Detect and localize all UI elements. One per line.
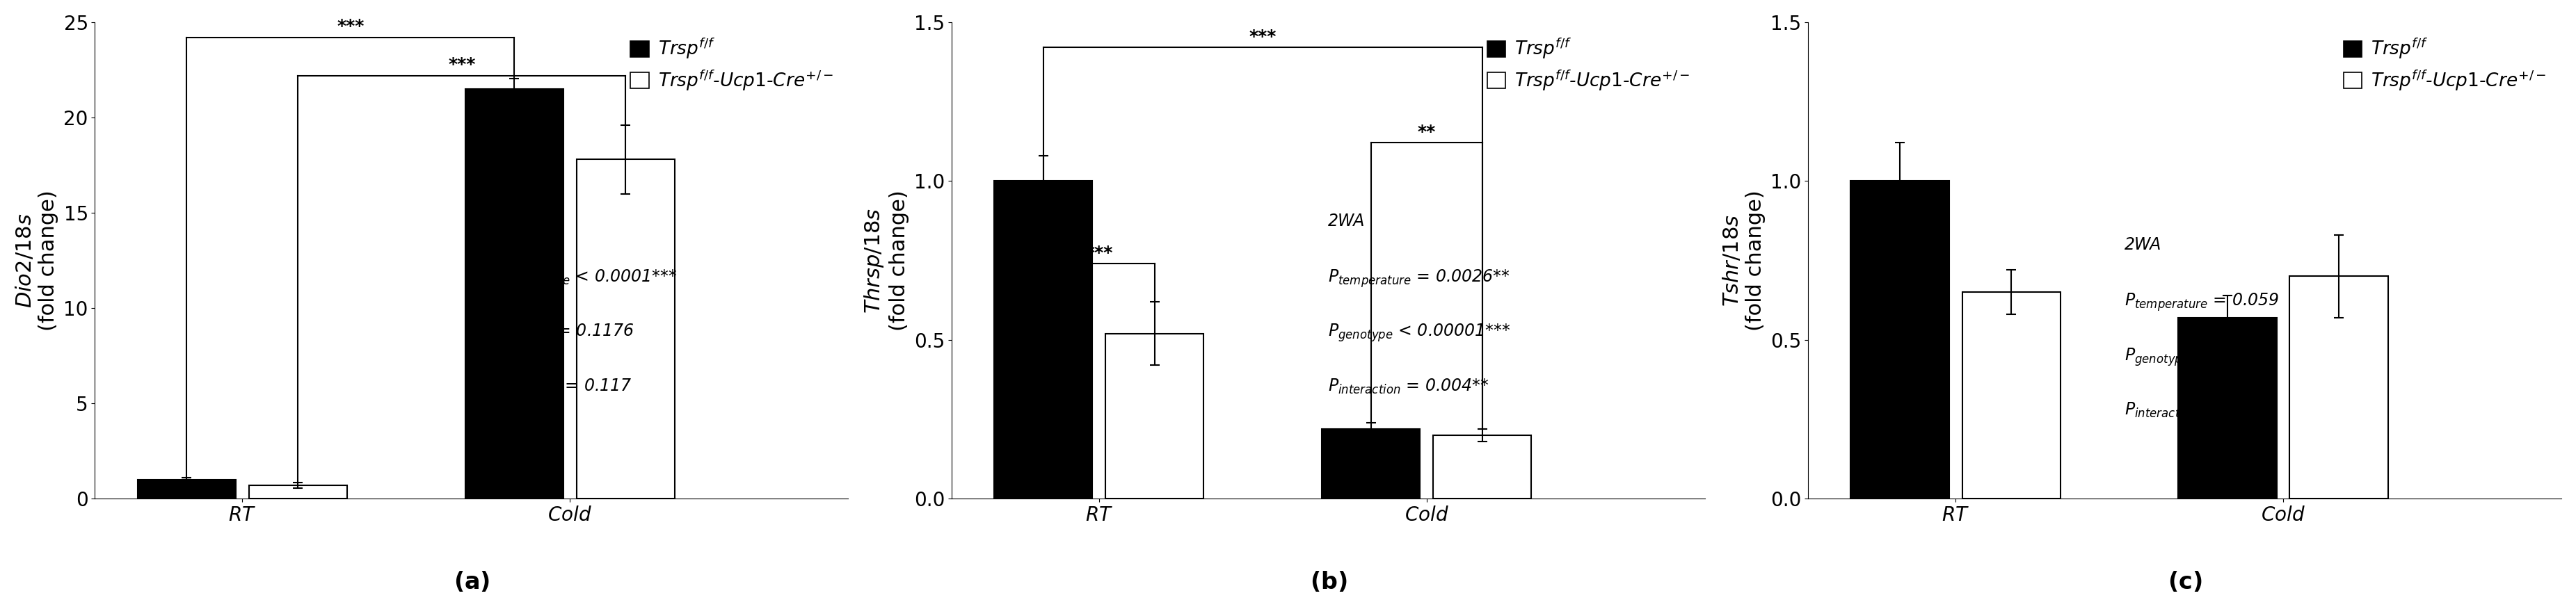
Text: $P_{interaction}$ = 0.031*: $P_{interaction}$ = 0.031* [2125,401,2277,419]
Text: $P_{genotype}$ < 0.00001***: $P_{genotype}$ < 0.00001*** [1329,322,1510,344]
Text: $\bf{(b)}$: $\bf{(b)}$ [1309,570,1347,594]
Bar [137,480,237,499]
Text: $P_{genotype}$ = 0.34: $P_{genotype}$ = 0.34 [2125,346,2251,368]
Bar [1105,333,1203,499]
Bar [1321,429,1419,499]
Text: ***: *** [1249,29,1278,45]
Text: 2WA: 2WA [487,213,523,229]
Bar [250,486,348,499]
Bar [1432,435,1530,499]
Text: $P_{temperature}$ = 0.0026**: $P_{temperature}$ = 0.0026** [1329,268,1510,289]
Text: 2WA: 2WA [2125,237,2161,253]
Text: $P_{temperature}$ < 0.0001***: $P_{temperature}$ < 0.0001*** [487,268,677,289]
Text: $\bf{(c)}$: $\bf{(c)}$ [2166,570,2202,594]
Bar [994,181,1092,499]
Bar [466,89,564,499]
Legend: $\it{Trsp}^{f/f}$, $\it{Trsp}^{f/f}$-$\it{Ucp1}$-$\it{Cre}^{+/-}$: $\it{Trsp}^{f/f}$, $\it{Trsp}^{f/f}$-$\i… [1481,32,1695,98]
Y-axis label: $\it{Thrsp/18s}$
(fold change): $\it{Thrsp/18s}$ (fold change) [863,190,909,331]
Text: $P_{temperature}$ = 0.059: $P_{temperature}$ = 0.059 [2125,291,2280,313]
Text: ***: *** [1084,245,1113,261]
Text: $P_{genotype}$ = 0.1176: $P_{genotype}$ = 0.1176 [487,322,634,344]
Bar [1963,292,2061,499]
Text: $\bf{(a)}$: $\bf{(a)}$ [453,570,489,594]
Text: **: ** [1417,124,1435,140]
Y-axis label: $\it{Dio2/18s}$
(fold change): $\it{Dio2/18s}$ (fold change) [15,190,59,331]
Bar [1850,181,1950,499]
Text: ***: *** [337,18,363,35]
Bar [577,160,675,499]
Legend: $\it{Trsp}^{f/f}$, $\it{Trsp}^{f/f}$-$\it{Ucp1}$-$\it{Cre}^{+/-}$: $\it{Trsp}^{f/f}$, $\it{Trsp}^{f/f}$-$\i… [626,32,840,98]
Text: $P_{interaction}$ = 0.117: $P_{interaction}$ = 0.117 [487,377,631,395]
Text: 2WA: 2WA [1329,213,1365,229]
Text: ***: *** [448,56,477,73]
Bar [2179,317,2277,499]
Bar [2290,276,2388,499]
Legend: $\it{Trsp}^{f/f}$, $\it{Trsp}^{f/f}$-$\it{Ucp1}$-$\it{Cre}^{+/-}$: $\it{Trsp}^{f/f}$, $\it{Trsp}^{f/f}$-$\i… [2339,32,2553,98]
Y-axis label: $\it{Tshr/18s}$
(fold change): $\it{Tshr/18s}$ (fold change) [1721,190,1765,331]
Text: $P_{interaction}$ = 0.004**: $P_{interaction}$ = 0.004** [1329,377,1489,395]
